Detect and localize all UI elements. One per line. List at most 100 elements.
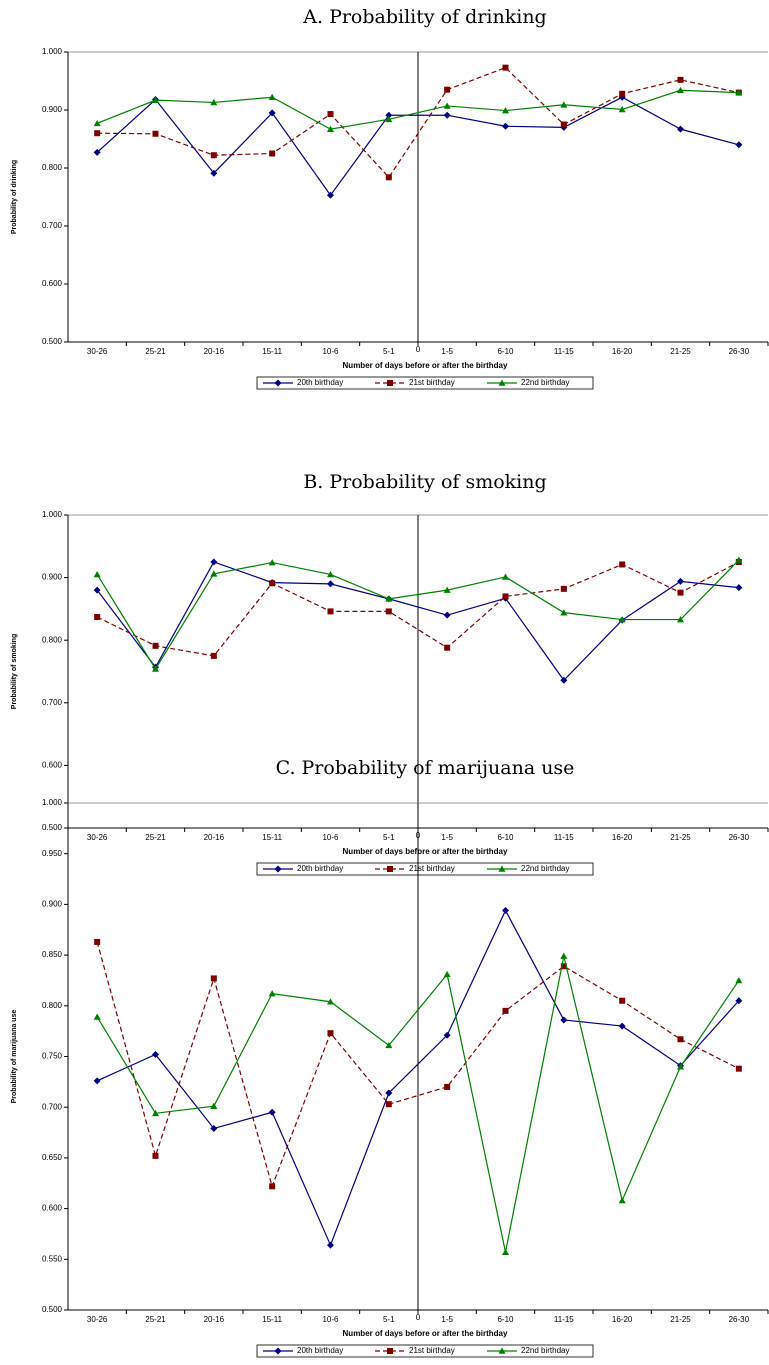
x-tick-label: 21-25 [670,347,691,356]
marker [502,1248,509,1256]
marker [498,1347,506,1354]
marker [268,559,276,566]
x-axis-label: Number of days before or after the birth… [343,1329,508,1338]
x-tick-label: 26-30 [729,833,750,842]
marker [498,865,506,872]
series-line [96,909,740,1247]
marker [618,1196,626,1204]
legend-label: 22nd birthday [521,864,569,873]
y-tick-label: 1.000 [42,47,63,56]
x-tick-label: 1-5 [441,833,453,842]
marker [327,570,334,578]
marker [210,98,218,106]
marker [677,1063,684,1070]
marker [443,611,451,619]
y-tick-label: 1.000 [42,510,63,519]
marker [618,1022,626,1030]
marker [210,152,217,159]
marker [327,111,334,118]
y-tick-label: 0.850 [42,950,63,959]
series-line [96,561,740,657]
legend-box [256,376,594,390]
marker [560,609,568,616]
x-tick-label: 11-15 [554,347,574,356]
marker [269,580,276,587]
x-tick-label: 20-16 [204,347,225,356]
legend-box [256,1344,594,1358]
marker [677,86,684,94]
marker [385,595,393,602]
marker [152,130,159,137]
marker [210,570,218,577]
x-tick-label: 1-5 [441,347,453,356]
marker [274,865,282,873]
marker [268,93,276,101]
marker [618,616,626,623]
x-tick-label: 26-30 [729,1315,750,1324]
y-tick-label: 0.800 [42,1001,63,1010]
y-tick-label: 0.500 [42,823,63,832]
marker [152,96,159,103]
marker [502,593,509,600]
marker [274,379,282,387]
x-tick-label: 10-6 [322,1315,339,1324]
series-line [96,561,739,682]
panel-title: B. Probability of smoking [303,471,546,493]
x-tick-label: 10-6 [322,347,339,356]
y-tick-label: 0.750 [42,1052,63,1061]
marker [385,174,392,181]
legend-box [256,862,594,876]
x-tick-label: 1-5 [441,1315,453,1324]
marker [210,169,218,177]
marker [327,608,334,615]
x-tick-label: 20-16 [204,833,225,842]
y-tick-label: 0.700 [42,1102,63,1111]
marker [94,614,101,621]
series-line [96,89,739,130]
marker [735,556,743,563]
y-tick-label: 0.950 [42,849,63,858]
x-tick-label: 6-10 [497,833,514,842]
marker [560,952,568,959]
x-tick-label: 25-21 [145,347,166,356]
marker [93,1013,101,1020]
y-axis-label: Probability of drinking [11,160,18,234]
x-tick-label: 16-20 [612,833,633,842]
marker [502,107,509,114]
x-tick-label: 16-20 [612,347,633,356]
marker [210,975,217,982]
marker [269,1183,276,1190]
x-tick-label: 15-11 [262,347,282,356]
marker [443,586,451,593]
marker [152,1050,159,1058]
marker [387,1348,393,1354]
marker [677,577,684,585]
y-tick-label: 0.600 [42,1204,63,1213]
marker [152,642,159,649]
marker [385,608,392,615]
x-tick-label: 20-16 [204,1315,225,1324]
marker [327,191,334,199]
marker [93,570,101,578]
y-axis-label: Probability of smoking [11,634,18,709]
marker [560,101,568,108]
marker [444,86,451,93]
marker [274,1347,282,1355]
marker [94,130,101,137]
panel-title: A. Probability of drinking [302,6,546,28]
panel: A. Probability of drinking 0.500 0.600 0.70… [11,6,769,390]
marker [210,652,217,659]
marker [560,1016,568,1024]
marker [210,558,218,566]
y-tick-label: 0.800 [42,635,63,644]
x-tick-label: 30-26 [87,1315,108,1324]
marker [268,1108,276,1116]
series-line [96,96,739,197]
marker [444,644,451,651]
marker [93,148,101,156]
marker [385,1101,392,1108]
marker [735,584,743,592]
panel: C. Probability of marijuana use 0.500 0.55… [11,757,769,1358]
x-tick-label: 15-11 [262,1315,282,1324]
